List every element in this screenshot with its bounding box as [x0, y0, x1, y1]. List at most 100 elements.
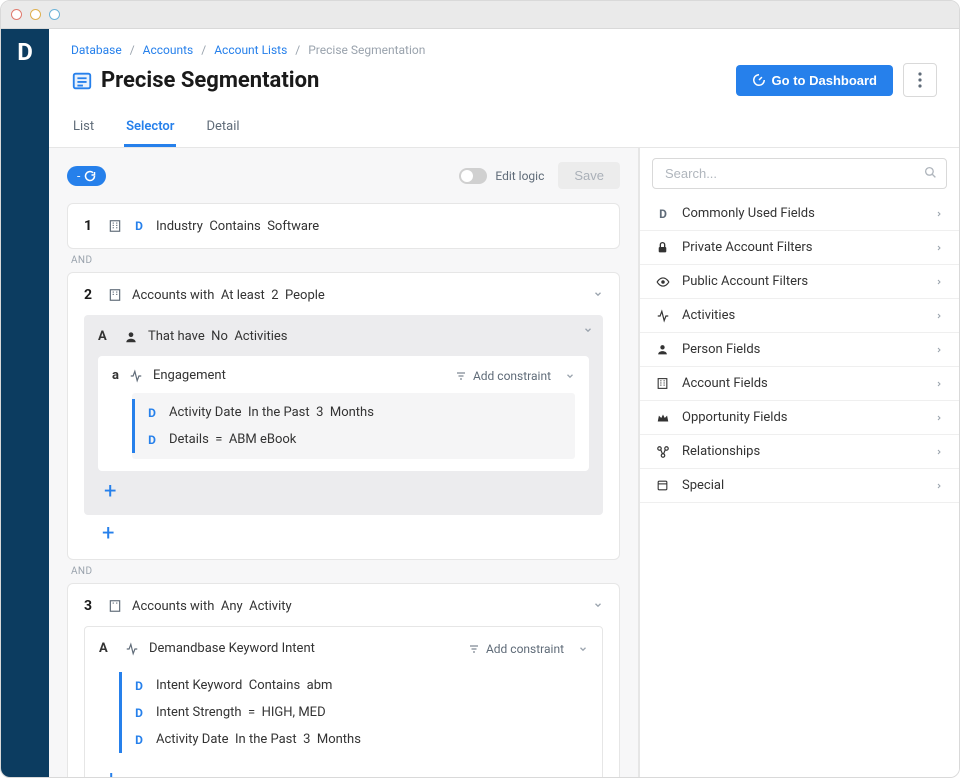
breadcrumb-item[interactable]: Accounts [143, 43, 194, 57]
inner-label: Engagement [153, 368, 226, 383]
tab-detail[interactable]: Detail [204, 111, 241, 147]
app-logo-icon[interactable]: D [1, 29, 49, 77]
tab-list[interactable]: List [71, 111, 96, 147]
d-icon: D [132, 706, 146, 720]
field-label: Public Account Filters [682, 274, 808, 289]
constraint-item[interactable]: D Activity Date In the Past 3 Months [119, 726, 588, 753]
inner-letter: a [112, 368, 119, 383]
constraint-text: Intent Strength = HIGH, MED [156, 705, 326, 720]
gauge-icon [752, 73, 766, 87]
constraint-text: Intent Keyword Contains abm [156, 678, 332, 693]
chevron-right-icon [935, 446, 943, 458]
d-icon: D [132, 733, 146, 747]
breadcrumb-sep: / [130, 43, 135, 57]
rule-text: Accounts with Any Activity [132, 599, 292, 614]
chevron-right-icon [935, 310, 943, 322]
and-separator: AND [67, 560, 620, 583]
person-icon [124, 330, 138, 344]
field-row-special[interactable]: Special [640, 469, 959, 503]
rule-row[interactable]: 2 Accounts with At least 2 People [84, 287, 603, 303]
toggle-switch[interactable] [459, 168, 487, 184]
field-label: Person Fields [682, 342, 760, 357]
field-label: Private Account Filters [682, 240, 813, 255]
toolbar-right: Edit logic Save [459, 162, 620, 189]
constraint-item[interactable]: D Details = ABM eBook [132, 426, 575, 453]
edit-logic-toggle[interactable]: Edit logic [459, 168, 544, 184]
refresh-icon [84, 170, 96, 182]
inner-left[interactable]: a Engagement [112, 368, 226, 383]
field-row-relationships[interactable]: Relationships [640, 435, 959, 469]
d-icon: D [145, 433, 159, 447]
fields-sidebar: DCommonly Used Fields Private Account Fi… [639, 148, 959, 777]
breadcrumb-item[interactable]: Account Lists [214, 43, 287, 57]
page-header: Database / Accounts / Account Lists / Pr… [49, 29, 959, 147]
field-row-activities[interactable]: Activities [640, 299, 959, 333]
constraint-text: Details = ABM eBook [169, 432, 296, 447]
more-button[interactable] [903, 63, 937, 97]
field-row-opportunity[interactable]: Opportunity Fields [640, 401, 959, 435]
tab-selector[interactable]: Selector [124, 111, 176, 147]
chevron-down-icon[interactable] [565, 371, 575, 381]
constraint-text: Activity Date In the Past 3 Months [169, 405, 374, 420]
d-icon: D [132, 219, 146, 233]
rule-card-2: 2 Accounts with At least 2 People [67, 272, 620, 560]
app-body: D Database / Accounts / Account Lists / … [1, 29, 959, 777]
rule-row[interactable]: 1 D Industry Contains Software [84, 218, 603, 234]
rule-row[interactable]: 3 Accounts with Any Activity [84, 598, 603, 614]
traffic-close-icon[interactable] [11, 9, 22, 20]
chevron-right-icon [935, 208, 943, 220]
rule-card-1: 1 D Industry Contains Software [67, 203, 620, 249]
field-label: Relationships [682, 444, 760, 459]
field-label: Special [682, 478, 724, 493]
chevron-down-icon[interactable] [593, 600, 603, 610]
go-to-dashboard-button[interactable]: Go to Dashboard [736, 65, 893, 96]
field-row-public[interactable]: Public Account Filters [640, 265, 959, 299]
inner-header: a Engagement Add constraint [112, 368, 575, 383]
refresh-pill-label: - [77, 169, 80, 183]
constraint-item[interactable]: D Intent Strength = HIGH, MED [119, 699, 588, 726]
eye-icon [656, 275, 670, 289]
selector-panel: - Edit logic Save [49, 148, 639, 777]
breadcrumb-item[interactable]: Database [71, 43, 122, 57]
field-label: Account Fields [682, 376, 768, 391]
breadcrumb-sep: / [201, 43, 206, 57]
field-row-private[interactable]: Private Account Filters [640, 231, 959, 265]
field-row-account[interactable]: Account Fields [640, 367, 959, 401]
add-sub-rule-button[interactable]: + [99, 767, 123, 777]
edit-logic-label: Edit logic [495, 169, 544, 183]
constraint-item[interactable]: D Intent Keyword Contains abm [119, 672, 588, 699]
sub-rule-row[interactable]: A That have No Activities [98, 329, 589, 344]
constraint-label: Add constraint [473, 369, 551, 383]
search-input[interactable] [652, 158, 947, 189]
add-sub-rule-button[interactable]: + [98, 479, 122, 505]
toolbar: - Edit logic Save [67, 162, 620, 189]
chevron-down-icon[interactable] [578, 644, 588, 654]
d-icon: D [145, 406, 159, 420]
save-button[interactable]: Save [558, 162, 620, 189]
sub-letter: A [98, 329, 114, 344]
building-icon [656, 377, 670, 390]
chevron-down-icon[interactable] [583, 325, 593, 335]
constraint-item[interactable]: D Activity Date In the Past 3 Months [132, 399, 575, 426]
refresh-pill[interactable]: - [67, 166, 106, 186]
chevron-down-icon[interactable] [593, 289, 603, 299]
field-row-person[interactable]: Person Fields [640, 333, 959, 367]
tabs: List Selector Detail [71, 111, 937, 147]
d-icon: D [132, 679, 146, 693]
add-constraint-button[interactable]: Add constraint [455, 369, 551, 383]
add-constraint-button[interactable]: Add constraint [468, 642, 564, 656]
title-row: Precise Segmentation Go to Dashboard [71, 63, 937, 97]
breadcrumb: Database / Accounts / Account Lists / Pr… [71, 43, 937, 57]
person-icon [656, 343, 670, 356]
add-rule-button[interactable]: + [102, 523, 114, 545]
inner-left[interactable]: A Demandbase Keyword Intent [99, 641, 315, 656]
rule-text: Accounts with At least 2 People [132, 288, 325, 303]
activity-icon [656, 309, 670, 323]
traffic-max-icon[interactable] [49, 9, 60, 20]
field-row-common[interactable]: DCommonly Used Fields [640, 197, 959, 231]
breadcrumb-sep: / [295, 43, 300, 57]
traffic-min-icon[interactable] [30, 9, 41, 20]
sub-rule-A: A That have No Activities [84, 315, 603, 515]
building-icon [108, 599, 122, 613]
search-wrap [640, 148, 959, 197]
